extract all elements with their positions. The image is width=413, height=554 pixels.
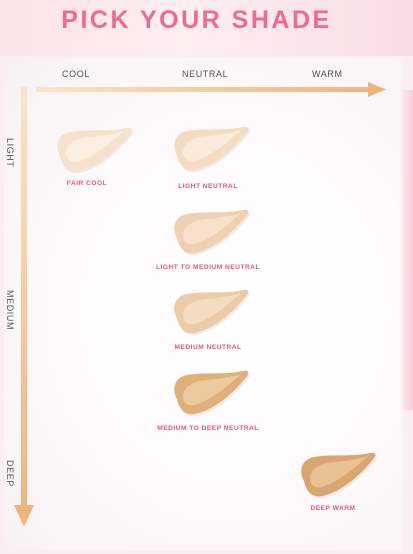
undertone-arrow-head <box>368 82 386 97</box>
depth-arrow-head <box>14 505 34 527</box>
undertone-label-warm: WARM <box>312 69 343 79</box>
shade-label: FAIR COOL <box>66 180 108 187</box>
shade-swatch <box>174 209 250 256</box>
undertone-label-neutral: NEUTRAL <box>182 69 229 79</box>
shade-swatch <box>301 452 377 499</box>
shade-swatch <box>57 127 133 174</box>
undertone-arrow-shaft <box>36 87 372 92</box>
shade-swatch <box>174 126 250 173</box>
decorative-edge <box>399 90 413 410</box>
header-banner: PICK YOUR SHADE <box>0 0 413 56</box>
depth-label-deep: DEEP <box>5 460 15 487</box>
page-title: PICK YOUR SHADE <box>61 6 332 34</box>
shade-label: MEDIUM NEUTRAL <box>174 344 242 351</box>
depth-arrow-shaft <box>21 87 27 507</box>
depth-label-light: LIGHT <box>5 138 15 168</box>
depth-label-medium: MEDIUM <box>5 290 15 331</box>
undertone-label-cool: COOL <box>62 69 90 79</box>
shade-swatch <box>174 370 250 417</box>
shade-swatch <box>174 289 250 336</box>
shade-label: DEEP WARM <box>310 505 356 512</box>
shade-label: LIGHT NEUTRAL <box>178 183 238 190</box>
shade-label: MEDIUM TO DEEP NEUTRAL <box>157 425 259 432</box>
shade-label: LIGHT TO MEDIUM NEUTRAL <box>155 264 261 271</box>
